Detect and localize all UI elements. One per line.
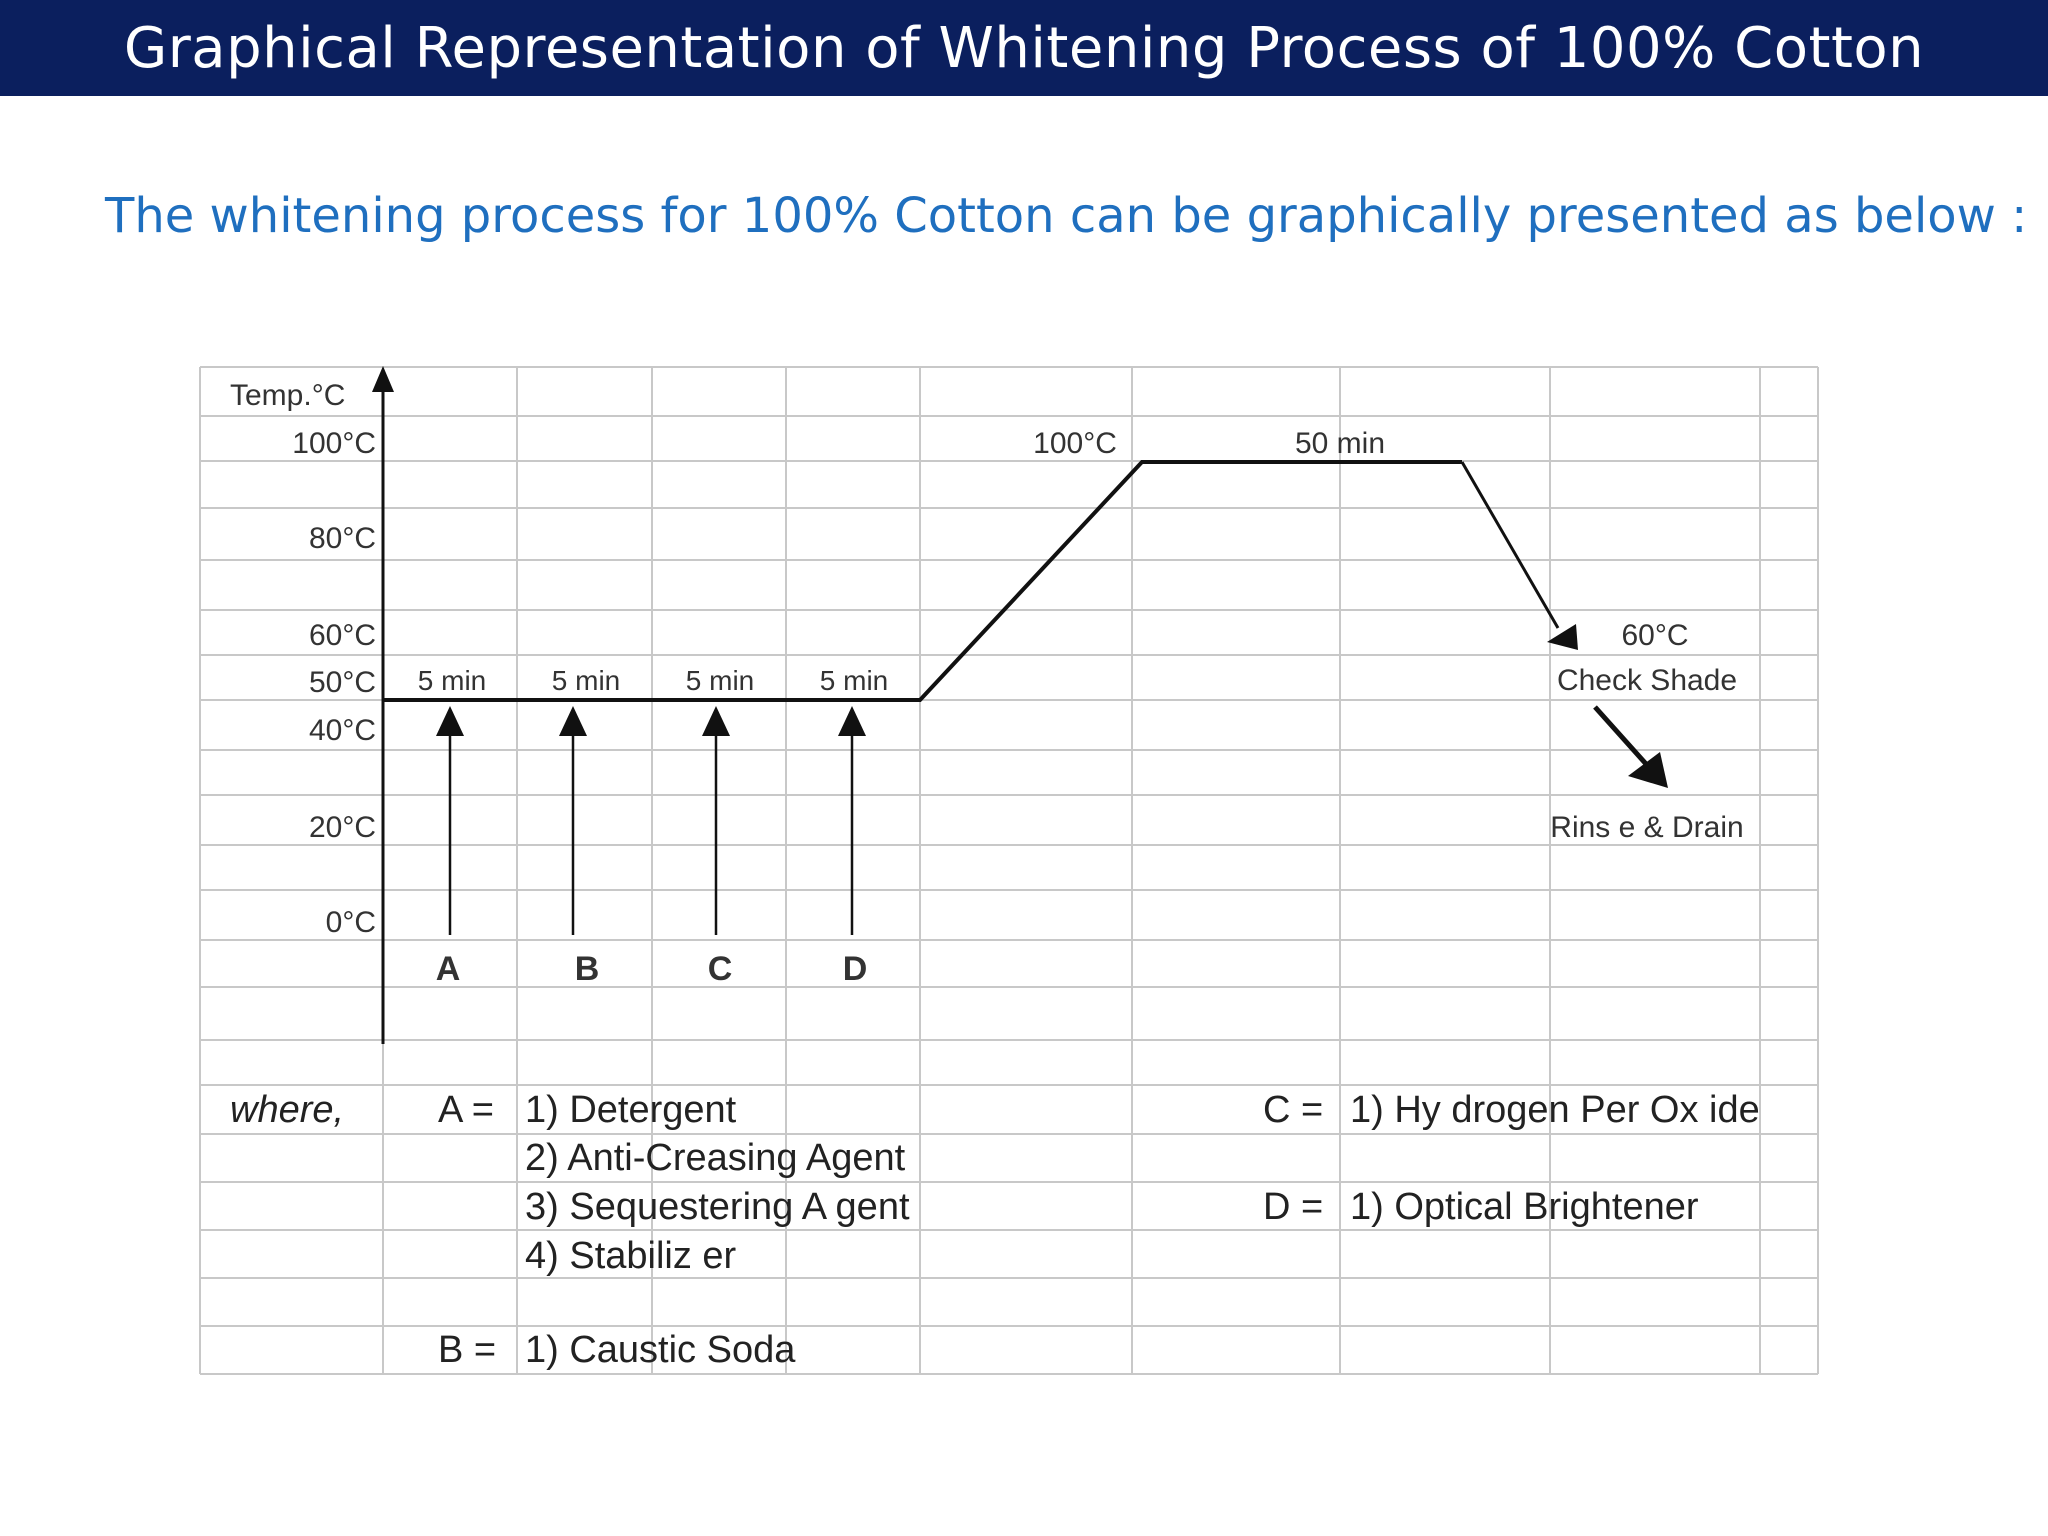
- step-time-3: 5 min: [686, 665, 754, 696]
- addition-label-d: D: [843, 950, 868, 988]
- title-bar: Graphical Representation of Whitening Pr…: [0, 0, 2048, 96]
- drain-arrowhead-icon: [1628, 752, 1668, 788]
- cooling-arrowhead-icon: [1547, 624, 1578, 650]
- legend-c-item-1: 1) Hy drogen Per Ox ide: [1350, 1089, 1760, 1131]
- step-time-1: 5 min: [418, 665, 486, 696]
- y-tick-100: 100°C: [292, 427, 376, 460]
- peak-temp-label: 100°C: [1033, 427, 1117, 460]
- legend-a-item-1: 1) Detergent: [525, 1089, 737, 1131]
- step-time-2: 5 min: [552, 665, 620, 696]
- check-shade-label: Check Shade: [1557, 664, 1737, 697]
- y-tick-20: 20°C: [309, 811, 376, 844]
- legend-d-key: D =: [1263, 1186, 1323, 1228]
- addition-arrow-b: [559, 706, 587, 935]
- legend-b-item-1: 1) Caustic Soda: [525, 1329, 796, 1371]
- check-temp-label: 60°C: [1621, 619, 1688, 652]
- step-time-4: 5 min: [820, 665, 888, 696]
- y-tick-40: 40°C: [309, 714, 376, 747]
- drain-arrow-line: [1593, 705, 1657, 776]
- page-title: Graphical Representation of Whitening Pr…: [123, 15, 1925, 81]
- legend-b-key: B =: [438, 1329, 496, 1371]
- addition-arrow-a: [436, 706, 464, 935]
- legend-a-item-3: 3) Sequestering A gent: [525, 1186, 910, 1228]
- cooling-line: [1460, 461, 1560, 629]
- legend-a-key: A =: [438, 1089, 494, 1131]
- y-tick-80: 80°C: [309, 522, 376, 555]
- y-tick-60: 60°C: [309, 619, 376, 652]
- legend-a-item-4: 4) Stabiliz er: [525, 1235, 737, 1277]
- addition-label-b: B: [575, 950, 600, 988]
- addition-arrow-c: [702, 706, 730, 935]
- rinse-drain-label: Rins e & Drain: [1550, 811, 1743, 844]
- legend-a-item-2: 2) Anti-Creasing Agent: [525, 1137, 906, 1179]
- addition-arrow-d: [838, 706, 866, 935]
- temperature-profile-line: [383, 460, 1462, 702]
- grid-lines: [199, 366, 1819, 1375]
- addition-label-c: C: [708, 950, 733, 988]
- intro-text: The whitening process for 100% Cotton ca…: [105, 188, 2028, 244]
- legend-where: where,: [230, 1089, 344, 1131]
- y-tick-0: 0°C: [326, 906, 376, 939]
- y-tick-50: 50°C: [309, 666, 376, 699]
- legend-d-item-1: 1) Optical Brightener: [1350, 1186, 1699, 1228]
- y-axis-title: Temp.°C: [230, 379, 345, 412]
- legend-c-key: C =: [1263, 1089, 1323, 1131]
- addition-label-a: A: [436, 950, 461, 988]
- y-axis-arrow-icon: [372, 366, 394, 392]
- hold-time-label: 50 min: [1295, 427, 1385, 460]
